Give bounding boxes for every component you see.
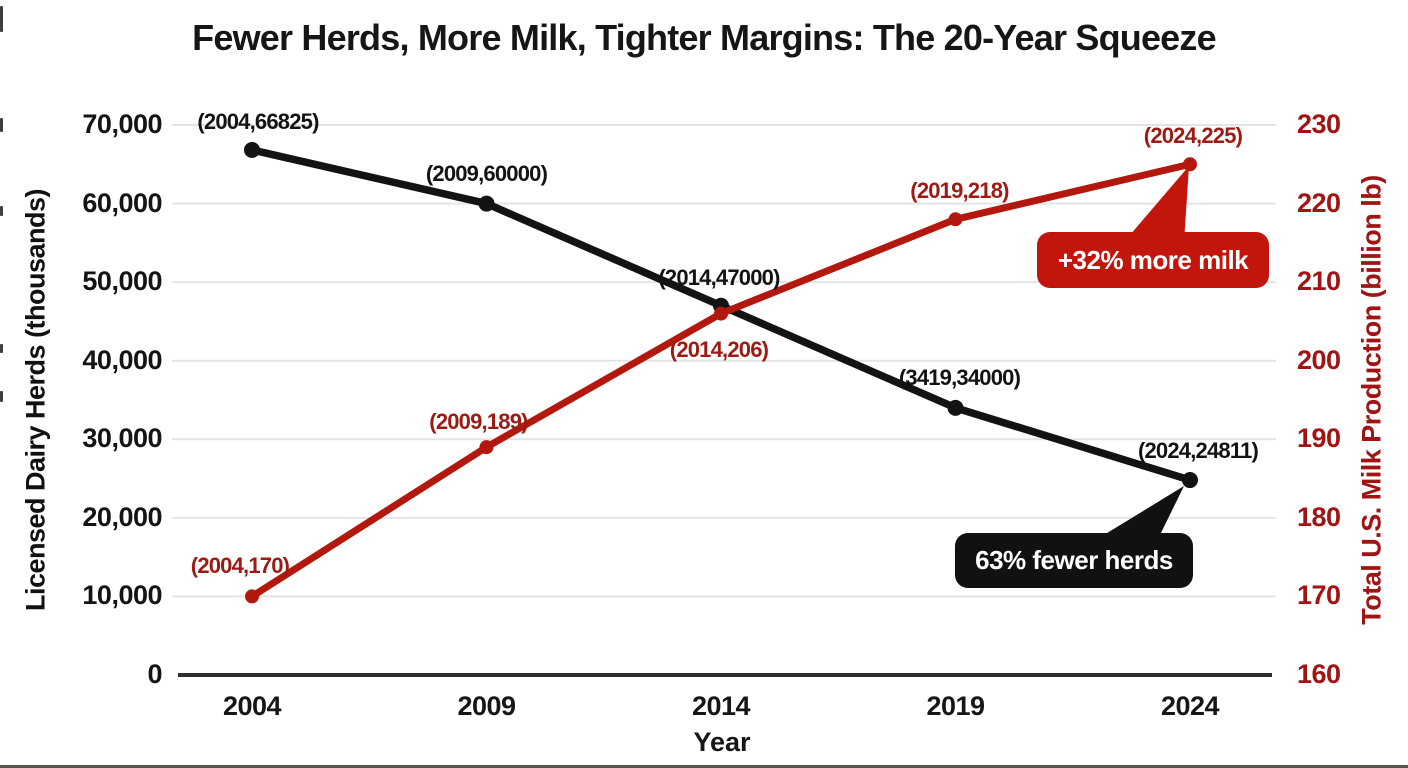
data-point: [1182, 472, 1198, 489]
data-point: [479, 440, 494, 455]
left-axis-tick-label: 30,000: [82, 423, 162, 454]
data-point: [245, 589, 259, 604]
x-axis-tick-label: 2024: [1160, 691, 1220, 721]
data-point-label: (2024,225): [1143, 123, 1243, 149]
screen-edge-artifact: [0, 391, 3, 402]
left-axis-tick-label: 50,000: [82, 266, 162, 297]
right-axis-tick-label: 160: [1297, 659, 1341, 689]
annotation-fewer-herds: 63% fewer herds: [955, 533, 1193, 588]
x-axis-tick-label: 2014: [691, 691, 751, 721]
data-point: [948, 212, 963, 227]
screen-edge-artifact: [0, 344, 3, 353]
data-point-label: (2014,47000): [658, 264, 780, 290]
data-point-label: (2004,66825): [197, 108, 319, 134]
data-point-label: (3419,34000): [898, 364, 1021, 390]
x-axis-tick-label: 2004: [222, 691, 282, 721]
screen-edge-artifact: [0, 206, 3, 216]
screen-edge-artifact: [0, 6, 3, 32]
milk-callout-pointer: [1124, 166, 1189, 242]
left-axis-tick-label: 60,000: [82, 187, 162, 218]
data-point: [244, 141, 260, 158]
right-axis-tick-label: 170: [1297, 580, 1341, 611]
data-point: [478, 195, 495, 212]
right-axis-tick-label: 200: [1297, 344, 1341, 375]
x-axis-title: Year: [693, 727, 751, 757]
right-axis-tick-label: 230: [1297, 109, 1341, 139]
left-axis-tick-label: 40,000: [82, 344, 162, 375]
left-axis-tick-label: 0: [147, 659, 162, 689]
chart-title: Fewer Herds, More Milk, Tighter Margins:…: [192, 17, 1216, 58]
x-axis-tick-label: 2009: [457, 691, 516, 721]
right-axis-tick-label: 220: [1297, 187, 1341, 218]
herds-callout-pointer: [1094, 486, 1184, 541]
data-point-label: (2009,60000): [425, 160, 548, 186]
data-point-label: (2024,24811): [1137, 438, 1259, 464]
bottom-edge-artifact: [0, 765, 1408, 768]
screen-edge-artifact: [0, 118, 3, 132]
left-axis-tick-label: 20,000: [82, 501, 162, 532]
data-point-label: (2004,170): [190, 553, 290, 579]
milk-line: [248, 160, 1194, 600]
data-point-label: (2014,206): [669, 336, 769, 362]
right-axis-tick-label: 190: [1297, 423, 1341, 454]
right-axis-tick-label: 210: [1297, 266, 1341, 297]
data-point: [714, 306, 728, 321]
x-axis-tick-label: 2019: [926, 691, 985, 721]
left-axis-tick-label: 70,000: [82, 109, 162, 139]
data-point-label: (2019,218): [910, 178, 1009, 204]
annotation-more-milk: +32% more milk: [1037, 232, 1269, 288]
data-point: [1183, 157, 1197, 172]
data-point: [947, 399, 964, 416]
left-axis-tick-label: 10,000: [82, 580, 162, 611]
right-axis-tick-label: 180: [1297, 501, 1341, 532]
data-point-label: (2009,189): [429, 409, 528, 435]
